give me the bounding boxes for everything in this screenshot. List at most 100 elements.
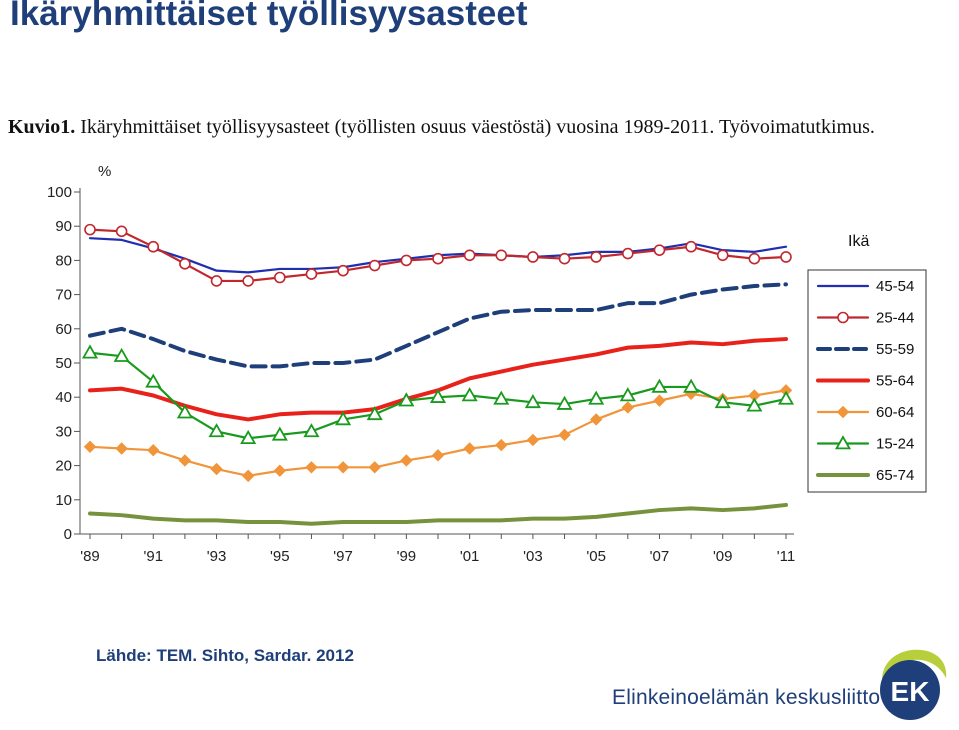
data-point-25-44: [274, 271, 286, 284]
data-point-60-64: [400, 454, 413, 467]
y-tick-label: 100: [47, 184, 72, 201]
data-point-60-64: [653, 394, 666, 407]
y-tick-label: 0: [64, 526, 72, 543]
data-point-15-24: [208, 423, 225, 438]
legend-marker-15-24: [834, 435, 852, 450]
data-point-25-44: [780, 251, 792, 263]
legend-marker-25-44: [837, 311, 849, 324]
legend-marker-60-64: [836, 405, 850, 419]
data-point-60-64: [431, 449, 445, 462]
data-point-60-64: [210, 462, 223, 476]
data-point-15-24: [556, 395, 573, 410]
figure-caption-text: Ikäryhmittäiset työllisyysasteet (työlli…: [80, 116, 875, 138]
x-tick-label: '01: [460, 548, 480, 565]
data-point-15-24: [777, 390, 795, 405]
figure-caption-label: Kuvio1.: [8, 116, 76, 138]
legend-label-55-64: 55-64: [876, 373, 914, 390]
data-point-15-24: [145, 373, 162, 388]
data-point-60-64: [621, 401, 635, 414]
brand-name: Elinkeinoelämän keskusliitto: [612, 686, 881, 709]
source-note: Lähde: TEM. Sihto, Sardar. 2012: [96, 646, 354, 665]
data-point-15-24: [524, 394, 541, 409]
x-tick-label: '93: [207, 548, 227, 565]
y-tick-label: 80: [55, 252, 72, 269]
data-point-25-44: [685, 240, 697, 253]
data-point-15-24: [651, 378, 668, 393]
data-point-25-44: [622, 247, 634, 260]
x-tick-label: '09: [713, 548, 733, 565]
data-point-60-64: [463, 442, 476, 455]
data-point-60-64: [589, 413, 603, 426]
data-point-60-64: [273, 464, 287, 477]
data-point-60-64: [115, 442, 128, 455]
data-point-60-64: [83, 440, 97, 453]
data-point-60-64: [147, 444, 160, 457]
data-point-15-24: [461, 387, 478, 402]
legend-label-25-44: 25-44: [876, 310, 914, 327]
data-point-15-24: [493, 390, 510, 405]
data-point-15-24: [429, 388, 447, 403]
legend-title: Ikä: [848, 233, 869, 250]
x-tick-label: '03: [523, 548, 543, 565]
series-line-55-64: [88, 337, 788, 422]
x-tick-label: '11: [777, 548, 795, 565]
data-point-60-64: [558, 428, 571, 442]
legend-label-15-24: 15-24: [876, 436, 914, 453]
data-point-25-44: [115, 225, 128, 238]
data-point-15-24: [176, 404, 193, 419]
data-point-15-24: [335, 411, 352, 426]
x-tick-label: '95: [270, 548, 290, 565]
y-tick-label: 30: [55, 423, 72, 440]
data-point-60-64: [336, 461, 350, 474]
data-point-15-24: [240, 429, 257, 445]
data-point-15-24: [619, 387, 636, 402]
x-tick-label: '89: [80, 548, 100, 565]
data-point-60-64: [178, 454, 192, 467]
data-point-25-44: [495, 249, 508, 262]
data-point-25-44: [242, 275, 254, 287]
data-point-15-24: [746, 397, 763, 412]
data-point-25-44: [716, 249, 729, 262]
slide-title: Ikäryhmittäiset työllisyysasteet: [10, 0, 528, 33]
y-tick-label: 50: [55, 355, 72, 372]
data-point-25-44: [558, 252, 571, 265]
y-tick-label: 90: [55, 218, 72, 235]
data-point-15-24: [588, 390, 605, 405]
y-axis-unit: %: [98, 163, 111, 180]
data-point-60-64: [495, 438, 508, 452]
figure-caption: Kuvio1. Ikäryhmittäiset työllisyysasteet…: [8, 116, 875, 139]
employment-rate-chart: 0 10 20 30 40 50 60 70 80 90 100% '89 '91 '93 '95 '97 '9…: [47, 163, 927, 565]
x-tick-label: '07: [650, 548, 670, 565]
series-line-65-74: [88, 502, 788, 526]
y-tick-label: 10: [55, 492, 72, 509]
legend-label-60-64: 60-64: [876, 404, 914, 421]
legend-label-45-54: 45-54: [876, 278, 914, 295]
data-point-15-24: [714, 394, 731, 409]
data-point-15-24: [81, 344, 99, 359]
data-point-25-44: [337, 264, 349, 277]
data-point-25-44: [527, 251, 539, 263]
data-point-60-64: [368, 461, 381, 474]
y-tick-label: 40: [55, 389, 72, 406]
y-tick-label: 20: [55, 458, 72, 475]
data-point-25-44: [748, 252, 761, 265]
data-point-25-44: [590, 251, 602, 263]
x-tick-label: '05: [586, 548, 606, 565]
data-point-25-44: [400, 254, 413, 267]
data-point-25-44: [179, 258, 191, 270]
data-point-15-24: [113, 347, 130, 362]
data-point-25-44: [463, 249, 476, 262]
ek-logo-icon: EK: [880, 649, 947, 720]
series-line-60-64: [88, 389, 788, 477]
data-point-25-44: [210, 275, 223, 287]
data-point-15-24: [271, 426, 288, 441]
x-tick-label: '91: [143, 548, 163, 565]
data-point-25-44: [653, 244, 666, 256]
ek-logo-text: EK: [891, 676, 930, 707]
data-point-60-64: [526, 433, 540, 447]
data-point-15-24: [303, 423, 320, 438]
data-point-25-44: [84, 223, 96, 236]
legend-label-65-74: 65-74: [876, 467, 914, 484]
x-tick-label: '99: [397, 548, 417, 565]
data-point-15-24: [398, 392, 415, 407]
